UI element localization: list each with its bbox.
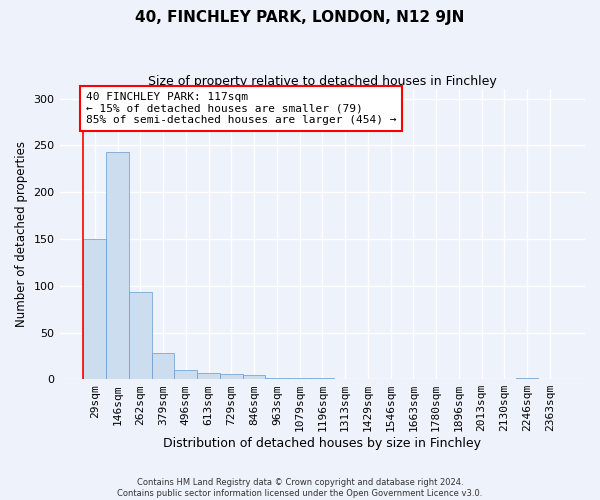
Bar: [129, 292, 152, 380]
Bar: [242, 374, 265, 380]
Bar: [288, 378, 311, 380]
X-axis label: Distribution of detached houses by size in Finchley: Distribution of detached houses by size …: [163, 437, 481, 450]
Bar: [152, 353, 175, 380]
Y-axis label: Number of detached properties: Number of detached properties: [15, 141, 28, 327]
Bar: [106, 152, 129, 380]
Bar: [197, 373, 220, 380]
Bar: [265, 378, 288, 380]
Bar: [220, 374, 242, 380]
Text: 40 FINCHLEY PARK: 117sqm
← 15% of detached houses are smaller (79)
85% of semi-d: 40 FINCHLEY PARK: 117sqm ← 15% of detach…: [86, 92, 396, 125]
Title: Size of property relative to detached houses in Finchley: Size of property relative to detached ho…: [148, 75, 497, 88]
Text: 40, FINCHLEY PARK, LONDON, N12 9JN: 40, FINCHLEY PARK, LONDON, N12 9JN: [136, 10, 464, 25]
Text: Contains HM Land Registry data © Crown copyright and database right 2024.
Contai: Contains HM Land Registry data © Crown c…: [118, 478, 482, 498]
Bar: [515, 378, 538, 380]
Bar: [83, 239, 106, 380]
Bar: [311, 378, 334, 380]
Bar: [175, 370, 197, 380]
